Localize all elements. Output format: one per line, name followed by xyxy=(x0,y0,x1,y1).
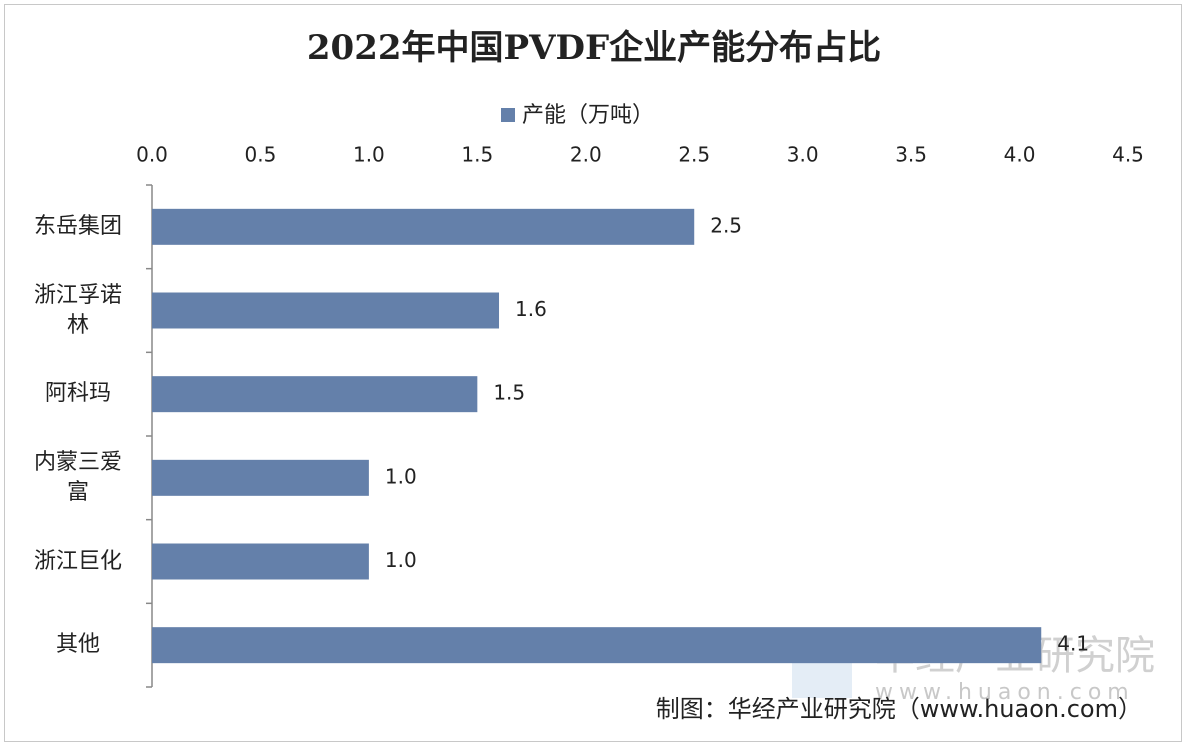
data-label: 1.6 xyxy=(515,297,547,321)
data-label: 1.5 xyxy=(493,381,525,405)
y-tick-label: 浙江巨化 xyxy=(33,548,122,574)
bar xyxy=(152,376,478,413)
bar xyxy=(152,208,695,245)
watermark-url: www.huaon.com xyxy=(875,680,1135,705)
data-label: 1.0 xyxy=(385,548,417,572)
x-tick-label: 3.0 xyxy=(787,143,819,167)
data-label: 2.5 xyxy=(710,213,742,237)
bar xyxy=(152,627,1042,664)
y-tick-label: 其他 xyxy=(55,632,100,658)
bar xyxy=(152,292,500,329)
x-tick-label: 0.0 xyxy=(136,143,168,167)
x-tick-label: 2.0 xyxy=(570,143,602,167)
x-tick-label: 2.5 xyxy=(678,143,710,167)
x-tick-label: 3.5 xyxy=(895,143,927,167)
source: 制图：华经产业研究院（www.huaon.com） xyxy=(656,695,1142,723)
data-label: 1.0 xyxy=(385,464,417,488)
legend-swatch xyxy=(501,108,515,122)
y-tick-label: 浙江孚诺林 xyxy=(33,282,122,338)
x-tick-label: 4.5 xyxy=(1112,143,1144,167)
x-tick-label: 0.5 xyxy=(245,143,277,167)
y-tick-label: 阿科玛 xyxy=(44,381,111,407)
legend-label: 产能（万吨） xyxy=(522,103,654,128)
x-tick-label: 1.0 xyxy=(353,143,385,167)
x-tick-label: 1.5 xyxy=(461,143,493,167)
y-tick-label: 东岳集团 xyxy=(33,213,122,239)
bar xyxy=(152,543,369,580)
y-tick-label: 内蒙三爱富 xyxy=(33,449,122,505)
bar xyxy=(152,459,369,496)
frame xyxy=(4,4,1182,742)
x-tick-label: 4.0 xyxy=(1004,143,1036,167)
data-label: 4.1 xyxy=(1057,632,1089,656)
chart-title: 2022年中国PVDF企业产能分布占比 xyxy=(307,28,881,68)
